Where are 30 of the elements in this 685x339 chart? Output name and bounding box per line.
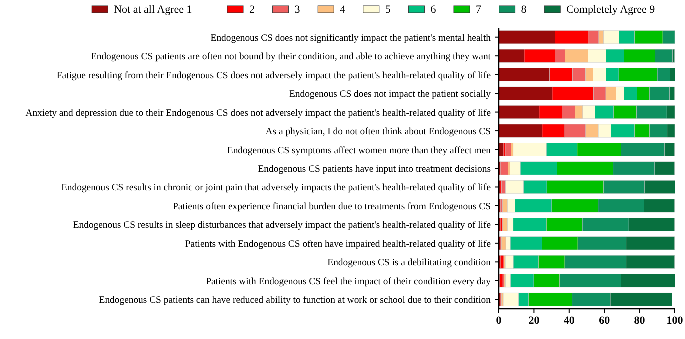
legend-label: 8 (521, 4, 528, 16)
legend-label: Not at all Agree 1 (114, 4, 192, 16)
legend-label: 6 (430, 4, 437, 16)
x-tick-label: 80 (634, 315, 646, 327)
legend-label: Completely Agree 9 (566, 4, 656, 16)
y-tick-label: Endogenous CS results in sleep disturbances that adversely impact the patient's health-related quality of life (73, 220, 491, 232)
y-tick-label: Anxiety and depression due to their Endogenous CS does not adversely impact the patient's health-related quality of life (26, 108, 491, 119)
legend-label: 4 (340, 4, 346, 16)
y-tick-label: Patients with Endogenous CS often have impaired health-related quality of life (185, 238, 491, 250)
y-tick-label: Fatigue resulting from their Endogenous CS does not adversely impact the patient's health-related quality of life (56, 70, 491, 82)
y-tick-label: Endogenous CS patients can have reduced ability to function at work or school due to their condition (99, 295, 492, 306)
x-tick-label: 100 (666, 315, 684, 327)
y-tick-label: Endogenous CS results in chronic or joint pain that adversely impacts the patient's health-related quality of life (62, 182, 491, 194)
y-tick-label: Endogenous CS does not impact the patient socially (289, 89, 492, 100)
y-tick-label: Endogenous CS patients have input into treatment decisions (258, 164, 492, 175)
legend-label: 5 (385, 4, 392, 16)
legend-label: 2 (250, 4, 255, 16)
y-tick-label: Patients with Endogenous CS feel the impact of their condition every day (206, 276, 492, 288)
y-tick-label: Endogenous CS is a debilitating condition (328, 258, 492, 269)
x-tick-label: 20 (528, 315, 540, 327)
x-tick-label: 0 (496, 315, 502, 327)
y-tick-label: Endogenous CS does not significantly impact the patient's mental health (210, 32, 492, 44)
legend-label: 3 (294, 4, 301, 16)
y-tick-label: Endogenous CS symptoms affect women more than they affect men (227, 145, 492, 156)
y-tick-label: As a physician, I do not often think about Endogenous CS (266, 126, 491, 138)
x-tick-label: 40 (564, 315, 576, 327)
legend-label: 7 (476, 4, 482, 16)
y-tick-label: Endogenous CS patients are often not bound by their condition, and able to achieve anything they want (90, 52, 492, 63)
y-tick-label: Patients often experience financial burden due to treatments from Endogenous CS (173, 201, 491, 212)
x-tick-label: 60 (599, 315, 611, 327)
